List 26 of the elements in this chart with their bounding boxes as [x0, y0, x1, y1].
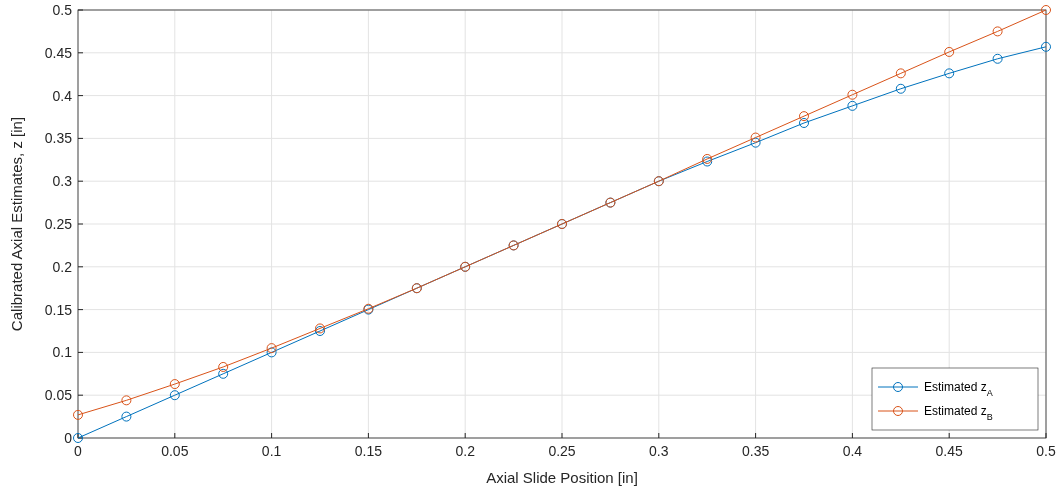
- legend-label: Estimated z$_{A}$: [924, 380, 993, 398]
- x-tick-label: 0.35: [741, 443, 770, 459]
- y-tick-label: 0.5: [52, 2, 73, 18]
- y-tick-label: 0.1: [52, 344, 73, 361]
- x-tick-label: 0.5: [1036, 443, 1056, 459]
- y-tick-label: 0.3: [52, 173, 73, 190]
- x-tick-label: 0.25: [548, 443, 576, 459]
- y-tick-label: 0.2: [52, 258, 73, 275]
- legend-label: Estimated z$_{B}$: [924, 404, 993, 422]
- x-axis-title: Axial Slide Position [in]: [486, 469, 638, 486]
- x-tick-label: 0.45: [935, 443, 964, 459]
- y-tick-label: 0.05: [44, 387, 73, 404]
- y-axis-title: Calibrated Axial Estimates, z [in]: [8, 116, 25, 332]
- y-tick-label: 0.25: [44, 216, 73, 232]
- y-tick-label: 0.15: [44, 301, 73, 318]
- x-tick-label: 0.1: [261, 443, 282, 459]
- x-tick-label: 0.3: [649, 443, 669, 459]
- x-tick-label: 0.05: [161, 443, 189, 459]
- x-tick-label: 0.4: [842, 443, 863, 459]
- x-tick-label: 0: [74, 443, 83, 459]
- y-tick-label: 0.45: [44, 44, 73, 61]
- y-tick-label: 0.4: [52, 87, 73, 104]
- x-tick-label: 0.15: [354, 443, 383, 459]
- x-tick-label: 0.2: [455, 443, 476, 459]
- y-tick-label: 0.35: [44, 130, 73, 147]
- y-tick-label: 0: [64, 430, 73, 446]
